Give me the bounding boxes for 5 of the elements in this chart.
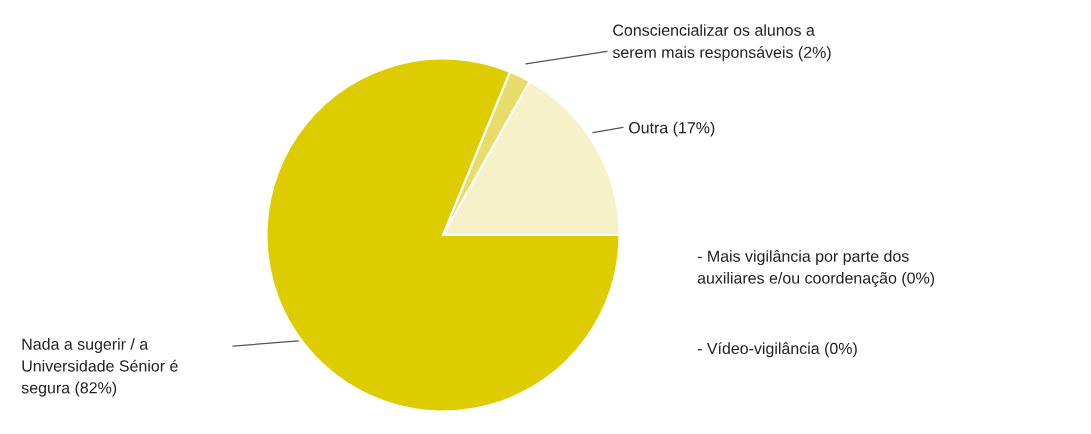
slice-label: Outra (17%) xyxy=(629,121,715,137)
category-label: - Mais vigilância por parte dos auxiliares e/ou coordenação (0%) xyxy=(697,250,935,287)
category-label: - Vídeo-vigilância (0%) xyxy=(697,342,857,358)
slice-label: Consciencializar os alunos a serem mais responsáveis (2%) xyxy=(612,24,831,62)
slice-label: Nada a sugerir / a Universidade Sénior é segura (82%) xyxy=(21,338,178,397)
